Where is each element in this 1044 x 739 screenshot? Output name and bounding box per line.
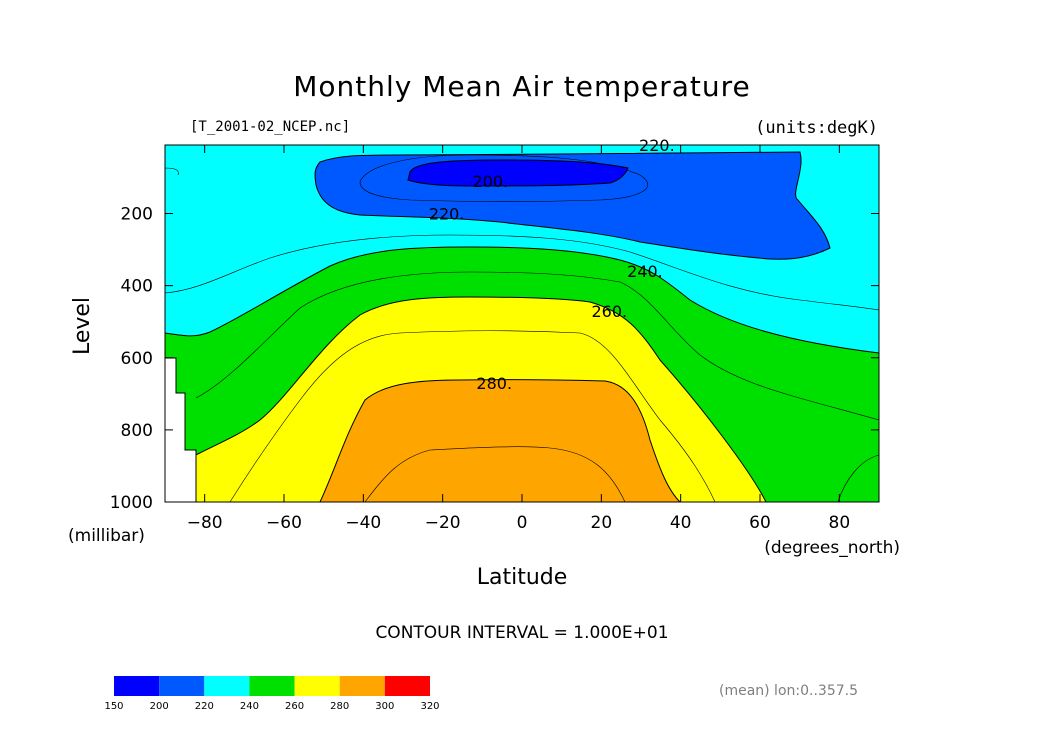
x-tick-label: −20	[425, 513, 461, 533]
x-tick-label: 0	[517, 513, 528, 533]
y-units-label: (millibar)	[68, 526, 145, 546]
y-tick-label: 600	[121, 349, 153, 369]
contour-line-270	[229, 330, 716, 503]
file-label: [T_2001-02_NCEP.nc]	[190, 119, 350, 135]
y-tick-label: 1000	[110, 493, 153, 513]
contour-label: 200.	[472, 172, 508, 191]
colorbar-swatch	[114, 676, 160, 696]
fill-280-300	[319, 379, 682, 503]
contour-line-top-left	[164, 167, 179, 176]
x-tick-label: 20	[591, 513, 613, 533]
contour-label: 240.	[627, 262, 663, 281]
contour-line-250	[195, 271, 880, 421]
chart-title: Monthly Mean Air temperature	[293, 70, 751, 103]
colorbar-tick-label: 240	[240, 701, 259, 712]
plot-area: 220.200.220.240.260.280. −80 −60 −40 −20 0 20…	[110, 136, 880, 533]
colorbar-swatch	[159, 676, 205, 696]
colorbar-tick-label: 300	[375, 701, 394, 712]
x-tick-label: 40	[670, 513, 692, 533]
y-tick-label: 800	[121, 421, 153, 441]
y-axis-label: Level	[70, 297, 95, 355]
colorbar-swatch	[294, 676, 340, 696]
colorbar: 150 200 220 240 260 280 300 320	[104, 676, 440, 712]
x-tick-label: −40	[345, 513, 381, 533]
contour-label: 260.	[591, 302, 627, 321]
x-units-label: (degrees_north)	[764, 538, 900, 558]
contour-labels: 220.200.220.240.260.280.	[429, 136, 675, 393]
contour-line-250-corner	[837, 454, 880, 503]
colorbar-swatch	[249, 676, 295, 696]
colorbar-tick-label: 220	[195, 701, 214, 712]
y-tick-label: 400	[121, 277, 153, 297]
colorbar-swatch	[384, 676, 430, 696]
colorbar-tick-label: 280	[330, 701, 349, 712]
contour-label: 220.	[429, 205, 465, 224]
x-tick-label: −80	[187, 513, 223, 533]
x-axis-label: Latitude	[477, 565, 568, 590]
missing-data-region	[165, 358, 196, 502]
contour-line-210	[359, 154, 649, 202]
colorbar-tick-label: 150	[104, 701, 123, 712]
contour-line-290	[364, 446, 626, 503]
x-tick-label: −60	[266, 513, 302, 533]
colorbar-swatch	[339, 676, 385, 696]
units-label: (units:degK)	[755, 118, 878, 138]
x-tick-label: 80	[829, 513, 851, 533]
y-tick-label: 200	[121, 205, 153, 225]
colorbar-tick-label: 320	[420, 701, 439, 712]
contour-line-230	[164, 234, 880, 311]
y-ticks: 200 400 600 800 1000	[110, 205, 879, 513]
fill-150-200	[407, 159, 629, 187]
footnote-mean-lon: (mean) lon:0..357.5	[719, 683, 858, 699]
x-tick-label: 60	[749, 513, 771, 533]
contour-lines	[164, 167, 880, 503]
contour-interval: CONTOUR INTERVAL = 1.000E+01	[375, 623, 668, 643]
contour-label: 280.	[476, 374, 512, 393]
x-ticks: −80 −60 −40 −20 0 20 40 60 80	[187, 145, 850, 533]
colorbar-swatch	[204, 676, 250, 696]
colorbar-tick-label: 200	[150, 701, 169, 712]
colorbar-tick-label: 260	[285, 701, 304, 712]
